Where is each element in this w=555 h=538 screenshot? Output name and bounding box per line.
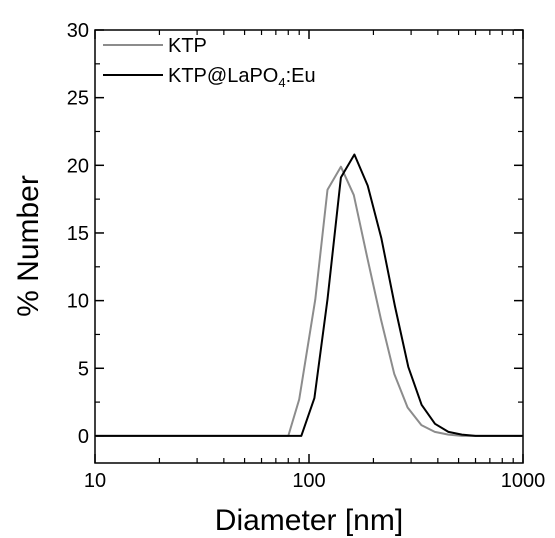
legend-label-coated-subscript: 4	[278, 75, 285, 90]
legend-label-coated: KTP@LaPO4:Eu	[168, 65, 316, 90]
tick-labels: 0 5 10 15 20 25 30 10 100 1000	[67, 20, 546, 492]
plot-frame	[94, 29, 524, 464]
y-tick-label: 5	[78, 358, 89, 380]
y-tick-label: 25	[67, 88, 89, 110]
series-line-ktp	[95, 165, 523, 437]
y-tick-label: 20	[67, 155, 89, 177]
series-layer	[95, 153, 523, 437]
y-tick-label: 30	[67, 20, 89, 42]
legend-label-coated-tail: :Eu	[286, 65, 316, 87]
legend: KTP KTP@LaPO4:Eu	[103, 35, 316, 90]
x-axis-title: Diameter [nm]	[215, 504, 403, 537]
tick-marks	[94, 29, 524, 463]
y-tick-label: 10	[67, 291, 89, 313]
series-line-ktp-lapo4-eu	[95, 153, 523, 437]
y-axis-title: % Number	[12, 175, 45, 317]
legend-label-coated-main: KTP@LaPO	[168, 65, 278, 87]
x-tick-label: 100	[292, 470, 325, 492]
x-tick-label: 10	[84, 470, 106, 492]
y-tick-label: 0	[78, 426, 89, 448]
y-tick-label: 15	[67, 223, 89, 245]
legend-label-ktp: KTP	[168, 35, 207, 57]
x-tick-label: 1000	[501, 470, 546, 492]
